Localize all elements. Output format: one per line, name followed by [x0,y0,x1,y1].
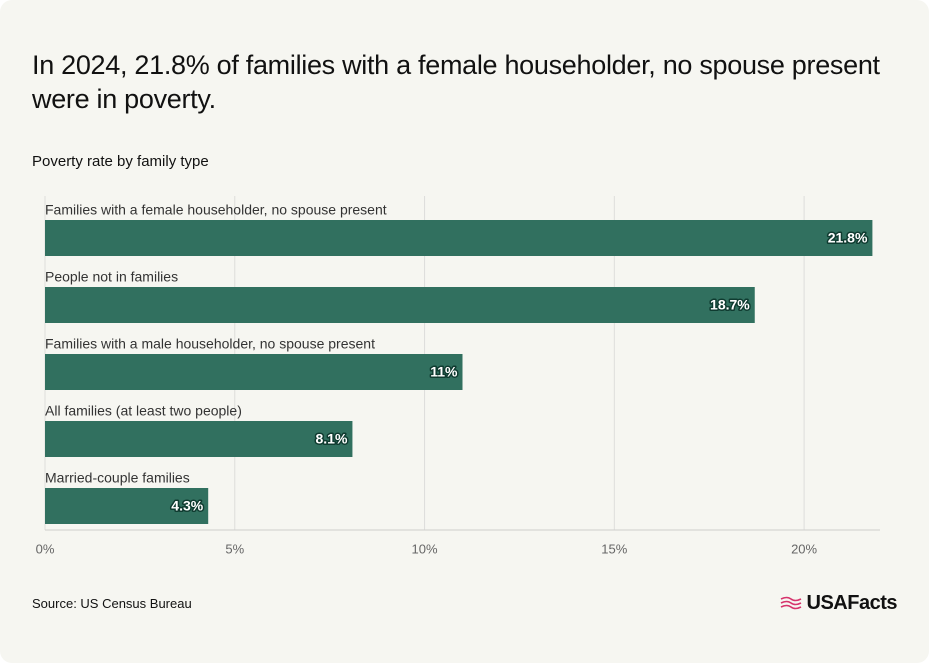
bar [45,421,353,457]
bar [45,220,873,256]
category-label: People not in families [45,269,178,285]
x-tick-label: 0% [36,541,55,556]
brand-name: USAFacts [806,592,898,614]
source: Source: US Census Bureau [32,596,192,611]
value-label: 21.8% [828,230,868,246]
x-tick-label: 10% [412,541,438,556]
value-label: 8.1% [316,431,348,447]
bar [45,488,209,524]
brand-icon [780,596,801,609]
x-tick-label: 5% [225,541,244,556]
brand-logo: USAFacts [779,592,898,615]
category-label: All families (at least two people) [45,403,242,419]
bar [45,354,463,390]
value-label: 11% [430,364,458,380]
x-tick-label: 15% [601,541,627,556]
chart: 0% 5% 10% 15% 20% Families with a female hous… [36,196,880,556]
chart-subtitle: Poverty rate by family type [32,153,209,170]
x-tick-label: 20% [791,541,817,556]
value-label: 18.7% [710,297,750,313]
category-label: Families with a male householder, no spo… [45,336,375,352]
chart-title: In 2024, 21.8% of families with a female… [32,50,880,114]
category-label: Families with a female householder, no s… [45,202,387,218]
category-label: Married-couple families [45,470,190,486]
value-label: 4.3% [171,498,203,514]
bar [45,287,755,323]
